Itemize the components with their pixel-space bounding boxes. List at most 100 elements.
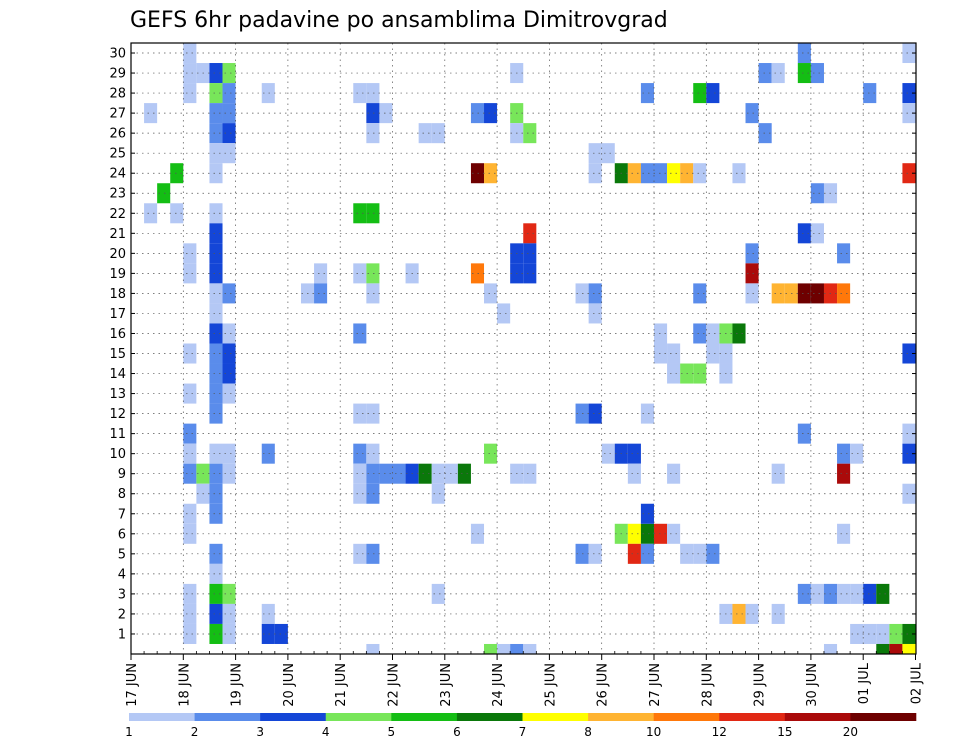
colorbar-label: 15	[777, 725, 792, 739]
heatmap-cell	[183, 623, 197, 644]
heatmap-cell	[170, 203, 184, 224]
heatmap-cell	[484, 103, 498, 124]
heatmap-cell	[627, 443, 641, 464]
heatmap-cell	[640, 163, 654, 184]
heatmap-cell	[209, 283, 223, 304]
y-tick-label: 9	[118, 467, 126, 482]
heatmap-cell	[366, 123, 380, 144]
heatmap-cell	[601, 443, 615, 464]
heatmap-cell	[902, 163, 916, 184]
y-tick-label: 6	[118, 527, 126, 542]
colorbar-swatch	[194, 713, 261, 721]
heatmap-cell	[640, 83, 654, 104]
heatmap-cell	[366, 543, 380, 564]
heatmap-cell	[902, 83, 916, 104]
colorbar-label: 10	[646, 725, 661, 739]
heatmap-cell	[209, 443, 223, 464]
heatmap-cell	[353, 443, 367, 464]
heatmap-cell	[810, 283, 824, 304]
heatmap-cell	[431, 463, 445, 484]
heatmap-cell	[353, 543, 367, 564]
x-tick-label: 27 JUN	[648, 663, 663, 707]
heatmap-cell	[209, 263, 223, 284]
x-axis-ticks: 17 JUN 18 JUN 19 JUN 20 JUN 21 JUN 22 JUN 23 J…	[125, 651, 925, 707]
colorbar-swatch	[391, 713, 458, 721]
heatmap-cell	[261, 623, 275, 644]
x-tick-label: 01 JUL	[857, 662, 872, 704]
heatmap-cell	[183, 603, 197, 624]
x-tick-label: 30 JUN	[805, 663, 820, 707]
heatmap-cell	[209, 103, 223, 124]
heatmap-cell	[693, 543, 707, 564]
heatmap-cell	[601, 143, 615, 164]
heatmap-cell	[209, 543, 223, 564]
heatmap-cell	[353, 203, 367, 224]
y-tick-label: 5	[118, 547, 126, 562]
heatmap-cell	[222, 83, 236, 104]
heatmap-cell	[693, 363, 707, 384]
heatmap-cell	[771, 463, 785, 484]
heatmap-cell	[222, 383, 236, 404]
colorbar-label: 2	[191, 725, 199, 739]
heatmap-cell	[209, 303, 223, 324]
heatmap-cell	[222, 343, 236, 364]
heatmap-cell	[209, 323, 223, 344]
heatmap-cell	[588, 543, 602, 564]
heatmap-cell	[667, 343, 681, 364]
x-tick-label: 24 JUN	[491, 663, 506, 707]
heatmap-cell	[366, 83, 380, 104]
heatmap-cell	[850, 623, 864, 644]
heatmap-cell	[353, 483, 367, 504]
heatmap-cell	[667, 523, 681, 544]
colorbar-swatch	[260, 713, 327, 721]
heatmap-cell	[222, 443, 236, 464]
colorbar-label: 7	[519, 725, 527, 739]
heatmap-cell	[640, 523, 654, 544]
heatmap-cell	[497, 643, 511, 654]
heatmap-cell	[797, 283, 811, 304]
heatmap-cell	[209, 243, 223, 264]
y-tick-label: 1	[118, 627, 126, 642]
colorbar-label: 1	[125, 725, 133, 739]
y-tick-label: 15	[109, 347, 126, 362]
y-tick-label: 11	[109, 427, 126, 442]
heatmap-cell	[902, 643, 916, 654]
heatmap-cell	[209, 143, 223, 164]
heatmap-cell	[627, 463, 641, 484]
y-tick-label: 25	[109, 147, 126, 162]
heatmap-cell	[497, 303, 511, 324]
heatmap-cell	[902, 423, 916, 444]
heatmap-cell	[209, 163, 223, 184]
heatmap-cell	[797, 583, 811, 604]
heatmap-cell	[810, 183, 824, 204]
heatmap-cell	[366, 103, 380, 124]
heatmap-cell	[353, 403, 367, 424]
x-tick-label: 28 JUN	[700, 663, 715, 707]
heatmap-cell	[510, 643, 524, 654]
heatmap-cell	[640, 503, 654, 524]
colorbar-swatch	[325, 713, 392, 721]
heatmap-cell	[183, 263, 197, 284]
y-tick-label: 14	[109, 367, 126, 382]
heatmap-cell	[470, 263, 485, 284]
heatmap-cell	[183, 523, 197, 544]
heatmap-cell	[810, 63, 824, 84]
y-tick-label: 20	[109, 247, 126, 262]
heatmap-cell	[876, 643, 890, 654]
heatmap-cell	[183, 83, 197, 104]
heatmap-cell	[353, 323, 367, 344]
heatmap-cell	[693, 83, 707, 104]
heatmap-cell	[209, 463, 223, 484]
heatmap-cell	[209, 363, 223, 384]
heatmap-cell	[771, 63, 785, 84]
heatmap-cell	[837, 243, 851, 264]
heatmap-cell	[209, 383, 223, 404]
colorbar-label: 12	[712, 725, 727, 739]
heatmap-cell	[745, 243, 759, 264]
heatmap-cell	[797, 63, 811, 84]
x-tick-label: 21 JUN	[334, 663, 349, 707]
heatmap-cell	[222, 603, 236, 624]
heatmap-cell	[640, 403, 654, 424]
heatmap-cell	[353, 83, 367, 104]
heatmap-cell	[209, 343, 223, 364]
